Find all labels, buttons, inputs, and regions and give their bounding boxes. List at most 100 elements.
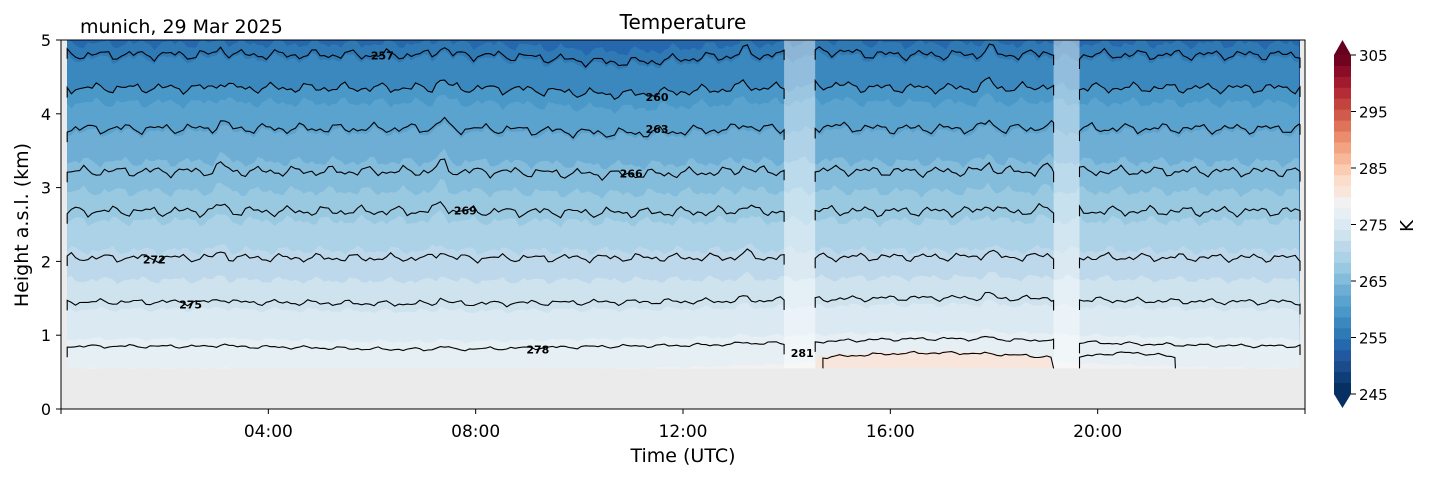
contour-line-272	[1078, 251, 1301, 271]
colorbar-tick-label: 305	[1359, 47, 1388, 65]
contour-line-260	[66, 79, 785, 101]
colorbar-segment	[1334, 317, 1351, 329]
data-gap-overlays	[784, 40, 1080, 369]
chart-title: Temperature	[619, 10, 747, 34]
data-gap	[784, 40, 816, 369]
colorbar-segment	[1334, 186, 1351, 198]
y-axis: 0 1 2 3 4 5	[41, 31, 61, 419]
colorbar-tick-label: 245	[1359, 386, 1388, 404]
contour-line-257	[1078, 47, 1301, 69]
colorbar-segment	[1334, 197, 1351, 209]
colorbar-segment	[1334, 328, 1351, 340]
contour-line-281	[1078, 351, 1176, 369]
colorbar-segment	[1334, 175, 1351, 187]
x-tick-label: 20:00	[1073, 422, 1122, 442]
contour-line-266	[1078, 164, 1301, 182]
contour-line-278	[814, 335, 1055, 352]
colorbar-segment	[1334, 295, 1351, 308]
contour-label-281: 281	[791, 347, 814, 360]
temperature-fill-bands	[67, 40, 1301, 369]
contour-line-266	[66, 158, 785, 183]
contour-line-278	[66, 341, 785, 358]
colorbar-segment	[1334, 87, 1351, 100]
contour-line-266	[814, 161, 1055, 183]
y-tick-label: 0	[41, 400, 51, 419]
contour-line-257	[814, 43, 1055, 66]
y-tick-label: 5	[41, 31, 51, 50]
colorbar: 245 255 265 275 285 295 305	[1334, 40, 1388, 408]
colorbar-segment	[1334, 273, 1351, 286]
x-tick-label: 16:00	[866, 422, 915, 442]
y-tick-label: 4	[41, 105, 51, 124]
contour-labels: 257 260 263 266 269 272 275 278 281	[143, 50, 814, 360]
y-tick-label: 2	[41, 252, 51, 271]
x-axis-label: Time (UTC)	[629, 445, 735, 467]
colorbar-segment	[1334, 339, 1351, 351]
colorbar-segment	[1334, 65, 1351, 78]
contour-line-269	[1078, 204, 1301, 221]
y-tick-label: 3	[41, 179, 51, 198]
colorbar-segment	[1334, 350, 1351, 362]
colorbar-segment	[1334, 208, 1351, 220]
contour-line-269	[814, 202, 1055, 223]
contour-line-278	[1078, 340, 1301, 355]
contour-line-272	[66, 248, 785, 266]
colorbar-label: K	[1397, 219, 1418, 232]
contour-line-260	[1078, 81, 1301, 100]
colorbar-tick-label: 255	[1359, 330, 1388, 348]
colorbar-segment	[1334, 120, 1351, 133]
colorbar-extend-max	[1334, 40, 1351, 55]
colorbar-segment	[1334, 262, 1351, 275]
colorbar-segment	[1334, 55, 1351, 67]
contour-label-260: 260	[646, 91, 669, 104]
colorbar-segment	[1334, 383, 1351, 395]
contour-line-263	[1078, 121, 1301, 142]
colorbar-segment	[1334, 109, 1351, 122]
contour-line-272	[814, 249, 1055, 269]
contour-label-263: 263	[646, 123, 669, 136]
contour-line-281	[822, 350, 1055, 369]
contour-line-263	[66, 116, 785, 143]
colorbar-segment	[1334, 361, 1351, 373]
colorbar-segment	[1334, 131, 1351, 143]
contour-label-266: 266	[620, 168, 643, 181]
contour-line-275	[1078, 296, 1301, 315]
y-tick-label: 1	[41, 326, 51, 345]
contour-line-260	[814, 76, 1055, 96]
x-tick-label: 12:00	[659, 422, 708, 442]
colorbar-segment	[1334, 219, 1351, 231]
colorbar-tick-label: 295	[1359, 104, 1388, 122]
contour-label-275: 275	[179, 299, 202, 312]
contour-label-278: 278	[526, 344, 549, 357]
contour-line-275	[814, 291, 1055, 311]
colorbar-segment	[1334, 153, 1351, 165]
data-gap	[1053, 40, 1080, 369]
colorbar-segment	[1334, 142, 1351, 154]
colorbar-segment	[1334, 240, 1351, 253]
chart-subtitle: munich, 29 Mar 2025	[80, 16, 283, 38]
colorbar-segment	[1334, 229, 1351, 242]
colorbar-extend-min	[1334, 394, 1351, 408]
contour-line-275	[66, 295, 785, 311]
colorbar-segment	[1334, 98, 1351, 111]
colorbar-tick-label: 275	[1359, 217, 1388, 235]
contour-line-257	[66, 44, 785, 68]
contour-label-272: 272	[143, 253, 166, 266]
colorbar-segment	[1334, 164, 1351, 176]
contour-label-269: 269	[454, 205, 477, 218]
colorbar-segment	[1334, 251, 1351, 264]
colorbar-tick-label: 285	[1359, 160, 1388, 178]
x-axis: 04:00 08:00 12:00 16:00 20:00	[60, 409, 1306, 442]
contour-line-263	[814, 119, 1055, 139]
colorbar-tick-label: 265	[1359, 273, 1388, 291]
contour-lines	[66, 43, 1301, 369]
y-axis-label: Height a.s.l. (km)	[11, 143, 33, 307]
colorbar-segment	[1334, 372, 1351, 384]
colorbar-segment	[1334, 306, 1351, 318]
colorbar-segment	[1334, 76, 1351, 89]
x-tick-label: 08:00	[451, 422, 500, 442]
x-tick-label: 04:00	[244, 422, 293, 442]
colorbar-segment	[1334, 284, 1351, 297]
contour-label-257: 257	[371, 50, 394, 63]
